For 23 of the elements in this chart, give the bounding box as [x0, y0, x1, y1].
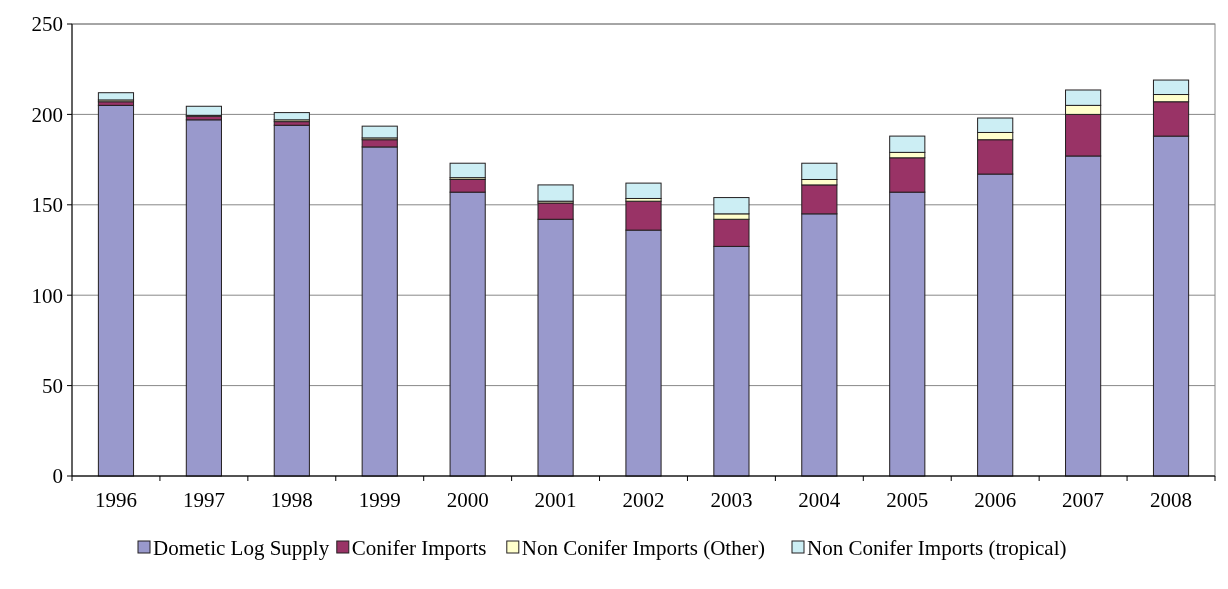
legend-label: Non Conifer Imports (tropical) [807, 536, 1067, 561]
x-tick-label: 2004 [798, 488, 841, 512]
y-tick-label: 250 [31, 12, 63, 37]
y-tick-label: 50 [42, 373, 63, 398]
x-tick-label: 2007 [1062, 488, 1105, 512]
x-tick-label: 1998 [270, 488, 313, 512]
x-tick-label: 2000 [446, 488, 489, 512]
x-tick-label: 1999 [358, 488, 401, 512]
x-tick-label: 2008 [1150, 488, 1193, 512]
y-tick-label: 200 [31, 102, 63, 127]
y-tick-label: 0 [52, 464, 63, 489]
x-tick-label: 2003 [710, 488, 753, 512]
legend-label: Non Conifer Imports (Other) [521, 536, 765, 561]
legend-label: Dometic Log Supply [153, 536, 330, 561]
x-tick-label: 1997 [182, 488, 225, 512]
y-tick-label: 150 [31, 193, 63, 218]
x-tick-label: 1996 [94, 488, 137, 512]
y-tick-label: 100 [31, 283, 63, 308]
x-tick-label: 2002 [622, 488, 665, 512]
legend-label: Conifer Imports [351, 536, 487, 561]
x-tick-label: 2001 [534, 488, 577, 512]
x-tick-label: 2006 [974, 488, 1017, 512]
x-tick-label: 2005 [886, 488, 929, 512]
